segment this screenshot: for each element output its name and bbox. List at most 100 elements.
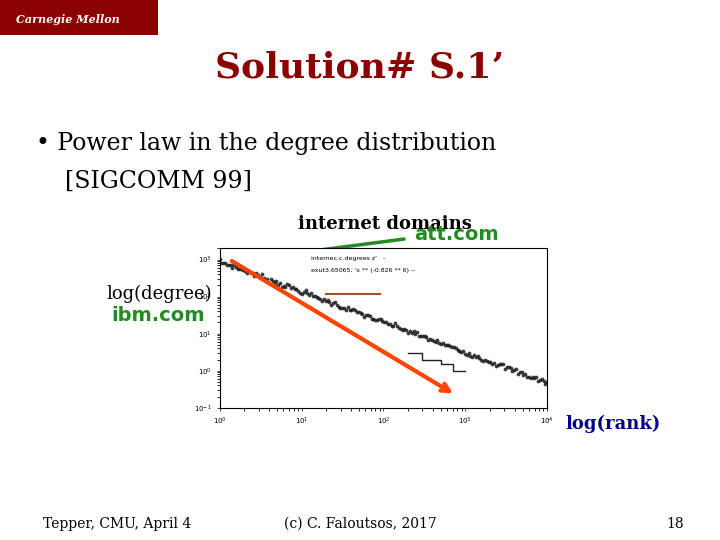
Point [430, 338, 441, 347]
Point [444, 342, 456, 350]
Point [406, 329, 418, 338]
FancyArrowPatch shape [232, 261, 449, 391]
Point [261, 275, 273, 284]
Text: exut3.65065, 'x ** (-0.826 ** 6) --: exut3.65065, 'x ** (-0.826 ** 6) -- [311, 267, 416, 273]
Point [412, 328, 423, 336]
Point [342, 302, 354, 311]
Point [508, 366, 520, 374]
Point [340, 305, 351, 314]
Point [461, 351, 472, 360]
Point [481, 356, 492, 365]
Point [328, 299, 339, 308]
Point [292, 287, 304, 296]
Point [280, 283, 292, 292]
Point [400, 326, 412, 334]
Point [377, 316, 388, 325]
Point [448, 342, 459, 351]
Point [516, 368, 527, 376]
Point [408, 327, 419, 336]
Point [386, 322, 397, 330]
Point [437, 339, 449, 348]
Point [336, 303, 348, 312]
Point [536, 375, 547, 384]
Point [216, 258, 228, 267]
Point [439, 340, 451, 349]
Point [241, 269, 253, 278]
Point [382, 319, 394, 328]
Point [539, 380, 551, 388]
Point [454, 346, 465, 355]
Point [272, 281, 284, 289]
Point [307, 291, 319, 300]
Point [221, 261, 233, 269]
Point [415, 332, 427, 341]
Point [228, 261, 240, 269]
Point [531, 373, 542, 382]
Point [247, 269, 258, 278]
Point [523, 373, 535, 381]
Point [269, 278, 280, 287]
Text: 18: 18 [667, 517, 684, 531]
Point [456, 347, 467, 356]
Point [483, 357, 495, 366]
Point [467, 353, 478, 362]
Point [528, 374, 540, 382]
Point [446, 343, 458, 352]
Point [254, 272, 266, 281]
Point [472, 352, 483, 361]
Point [331, 301, 343, 309]
Point [507, 367, 518, 375]
Point [318, 295, 330, 303]
Point [500, 365, 511, 374]
Point [316, 297, 328, 306]
Point [518, 370, 529, 379]
Text: Tepper, CMU, April 4: Tepper, CMU, April 4 [43, 517, 192, 531]
Point [384, 320, 395, 329]
Point [474, 354, 485, 363]
Point [436, 340, 447, 349]
Point [538, 376, 549, 385]
Point [534, 376, 546, 384]
Point [238, 266, 249, 275]
Point [287, 283, 299, 292]
Point [364, 312, 375, 321]
Point [260, 276, 271, 285]
Point [397, 326, 408, 335]
Point [420, 333, 432, 341]
Point [541, 377, 553, 386]
Point [527, 373, 539, 381]
Point [410, 329, 421, 338]
Point [236, 265, 248, 273]
Point [305, 288, 317, 297]
Point [325, 301, 337, 309]
Point [443, 341, 454, 349]
Point [360, 310, 372, 319]
Text: [SIGCOMM 99]: [SIGCOMM 99] [65, 170, 252, 192]
Point [234, 265, 246, 273]
Point [335, 303, 346, 312]
Point [390, 319, 401, 328]
Point [392, 322, 403, 330]
Point [348, 305, 359, 313]
Point [451, 346, 463, 355]
Point [426, 336, 438, 345]
Point [423, 336, 434, 345]
Point [433, 339, 445, 348]
Point [468, 351, 480, 360]
Point [510, 364, 522, 373]
Point [532, 376, 544, 385]
Point [413, 332, 425, 340]
Point [338, 303, 350, 312]
Point [302, 289, 313, 298]
Point [512, 369, 523, 378]
Point [296, 290, 307, 299]
Point [498, 360, 509, 369]
Text: (c) C. Faloutsos, 2017: (c) C. Faloutsos, 2017 [284, 517, 436, 531]
Point [525, 373, 536, 382]
Point [230, 262, 242, 271]
Point [282, 280, 293, 289]
Point [304, 291, 315, 300]
Point [387, 321, 399, 330]
Point [366, 314, 377, 323]
Point [463, 349, 474, 358]
